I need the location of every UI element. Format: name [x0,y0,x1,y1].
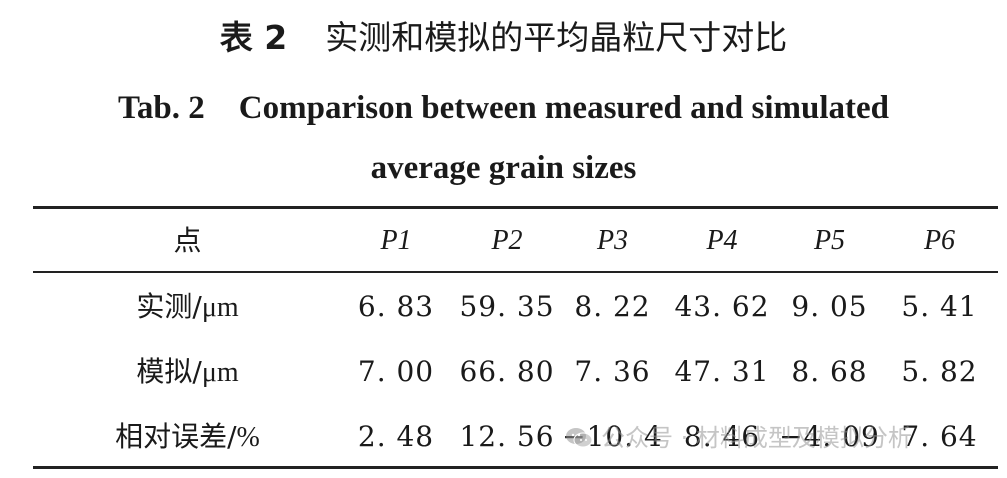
table-cell: 6. 83 [357,290,435,323]
table-header-rule [33,271,998,273]
table-bottom-rule [33,466,998,469]
table-cell: 7. 36 [574,355,651,388]
row-label-text: 实测/ [136,290,202,323]
caption-cn-label: 表 2 [219,18,288,57]
header-cell-p6: P6 [923,225,956,256]
row-label-measured: 实测/μm [60,275,315,339]
header-cell-p4: P4 [706,225,738,256]
caption-cn-text: 实测和模拟的平均晶粒尺寸对比 [325,18,788,57]
caption-en-line2: average grain sizes [370,150,637,186]
table-cell: 7. 64 [901,420,978,453]
table-caption-cn: 表 2 实测和模拟的平均晶粒尺寸对比 [0,12,1007,64]
watermark-text: 公众号 · 材料成型及模拟分析 [601,424,912,452]
wechat-icon [566,428,593,448]
row-label-unit: μm [201,357,239,388]
table-cell: 5. 82 [901,355,978,388]
header-cell-point: 点 [173,224,202,257]
row-label-relative-error: 相对误差/% [60,405,315,469]
row-label-unit: % [236,422,260,453]
table-top-rule [33,206,998,209]
table-cell: 5. 41 [901,290,978,323]
header-cell-p2: P2 [491,225,523,256]
row-label-text: 相对误差/ [115,420,237,453]
table-cell: 7. 00 [357,355,435,388]
table-cell: 9. 05 [791,290,868,323]
table-caption-en: Tab. 2 Comparison between measured and si… [0,78,1007,198]
header-cell-p1: P1 [380,225,412,256]
header-cell-p3: P3 [596,225,629,256]
table-cell: −4. 09 [779,420,880,453]
table-cell: 8. 68 [791,355,868,388]
watermark: 公众号 · 材料成型及模拟分析 [565,420,912,456]
caption-en-label: Tab. 2 [117,90,205,126]
table-cell: 2. 48 [357,420,435,453]
table-cell: 8. 46 [683,420,761,453]
table-cell: 66. 80 [459,355,555,388]
header-cell-p5: P5 [813,225,846,256]
caption-en-text: Comparison between measured and simulate… [238,90,890,126]
row-label-unit: μm [201,292,239,323]
table-cell: 12. 56 [459,420,555,453]
table-cell: 43. 62 [674,290,770,323]
table-cell: 47. 31 [674,355,770,388]
row-label-text: 模拟/ [136,355,202,388]
table-cell: 8. 22 [574,290,651,323]
caption-en-line1: Tab. 2 Comparison between measured and si… [0,78,1007,138]
table-cell: 59. 35 [459,290,555,323]
row-label-simulated: 模拟/μm [60,340,315,404]
